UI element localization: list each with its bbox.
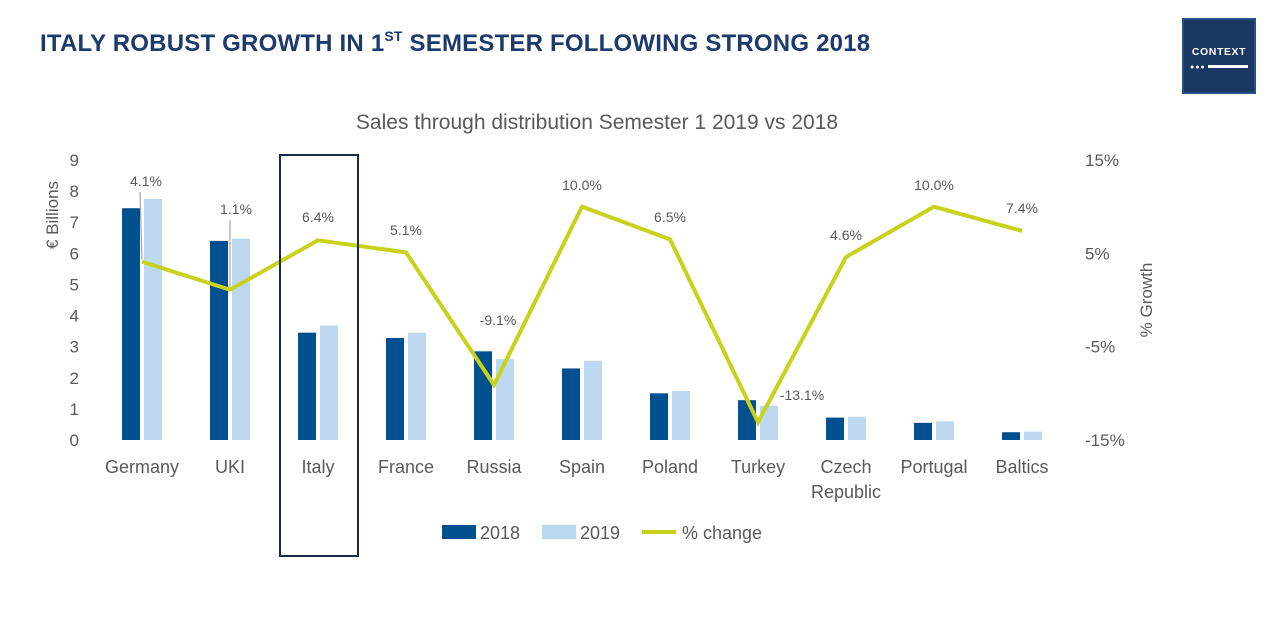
- y2-tick-label: -5%: [1085, 338, 1115, 357]
- bar-2019-france: [408, 332, 426, 440]
- y-tick-label: 3: [70, 338, 79, 357]
- logo-dots: ●●●: [1190, 64, 1206, 71]
- bar-2018-italy: [298, 332, 316, 440]
- legend: 2018 2019 % change: [442, 523, 762, 543]
- y-tick-label: 7: [70, 213, 79, 232]
- growth-data-label: 10.0%: [562, 177, 602, 193]
- logo-bar: [1208, 65, 1248, 68]
- y-tick-label: 6: [70, 244, 79, 263]
- bar-2019-russia: [496, 359, 514, 440]
- bar-2019-czech-republic: [848, 416, 866, 440]
- growth-data-label: 1.1%: [220, 201, 252, 217]
- x-tick-label: UKI: [215, 457, 245, 477]
- growth-data-label: 4.6%: [830, 227, 862, 243]
- y-axis-ticks: 0 1 2 3 4 5 6 7 8 9: [70, 151, 79, 450]
- bar-2018-uki: [210, 240, 228, 440]
- y-tick-label: 1: [70, 400, 79, 419]
- bar-2018-turkey: [738, 400, 756, 440]
- bar-2018-portugal: [914, 422, 932, 440]
- bar-2019-poland: [672, 390, 690, 440]
- growth-data-label: -13.1%: [780, 387, 824, 403]
- x-tick-label: Spain: [559, 457, 605, 477]
- bar-2019-uki: [232, 238, 250, 440]
- y-axis-label: € Billions: [43, 181, 62, 249]
- bar-2018-poland: [650, 393, 668, 440]
- x-tick-label: Czech: [820, 457, 871, 477]
- bar-2019-spain: [584, 360, 602, 440]
- y-tick-label: 5: [70, 275, 79, 294]
- y-tick-label: 9: [70, 151, 79, 170]
- growth-data-label: -9.1%: [480, 312, 517, 328]
- bar-2018-france: [386, 337, 404, 440]
- growth-data-label: 7.4%: [1006, 200, 1038, 216]
- x-tick-label: Baltics: [995, 457, 1048, 477]
- growth-data-label: 5.1%: [390, 222, 422, 238]
- label-leader-line: [139, 191, 143, 260]
- x-tick-label: Italy: [301, 457, 334, 477]
- x-tick-label: Turkey: [731, 457, 785, 477]
- bar-2018-spain: [562, 368, 580, 440]
- x-tick-label: Poland: [642, 457, 698, 477]
- y2-axis-label: % Growth: [1137, 263, 1156, 338]
- growth-data-label: 10.0%: [914, 177, 954, 193]
- title-main: ITALY ROBUST GROWTH IN 1: [40, 30, 385, 57]
- x-tick-label: Portugal: [900, 457, 967, 477]
- y-tick-label: 0: [70, 431, 79, 450]
- growth-data-label: 6.4%: [302, 209, 334, 225]
- growth-data-label: 6.5%: [654, 209, 686, 225]
- logo-text: CONTEXT: [1191, 46, 1247, 58]
- y2-tick-label: 15%: [1085, 151, 1119, 170]
- bar-2018-germany: [122, 208, 140, 440]
- bar-2018-czech-republic: [826, 417, 844, 440]
- x-axis-labels: Germany UKI Italy France Russia Spain Poland Tu…: [105, 457, 1049, 502]
- y-tick-label: 4: [70, 307, 79, 326]
- y2-axis-ticks: 15% 5% -5% -15%: [1085, 151, 1125, 450]
- bars: [122, 198, 1042, 440]
- bar-2019-portugal: [936, 421, 954, 440]
- context-logo: CONTEXT ●●●: [1182, 18, 1256, 94]
- x-tick-label: Russia: [466, 457, 522, 477]
- bar-2019-germany: [144, 198, 162, 440]
- y2-tick-label: 5%: [1085, 244, 1110, 263]
- bar-2019-turkey: [760, 405, 778, 440]
- chart-title: Sales through distribution Semester 1 20…: [356, 111, 838, 134]
- x-tick-label: France: [378, 457, 434, 477]
- x-tick-label: Republic: [811, 482, 881, 502]
- growth-line: [141, 204, 1023, 427]
- title-rest: SEMESTER FOLLOWING STRONG 2018: [402, 30, 871, 57]
- legend-swatch-2019: [542, 525, 576, 539]
- x-tick-label: Germany: [105, 457, 179, 477]
- legend-swatch-2018: [442, 525, 476, 539]
- legend-label-growth: % change: [682, 523, 762, 543]
- slide-title: ITALY ROBUST GROWTH IN 1ST SEMESTER FOLL…: [40, 28, 871, 58]
- legend-label-2018: 2018: [480, 523, 520, 543]
- bar-2018-russia: [474, 351, 492, 440]
- legend-label-2019: 2019: [580, 523, 620, 543]
- y-tick-label: 2: [70, 369, 79, 388]
- growth-line-group: 4.1% 1.1% 6.4% 5.1% -9.1% 10.0% 6.5% -13.1% 4.6%…: [130, 173, 1038, 427]
- title-superscript: ST: [384, 28, 403, 44]
- growth-data-label: 4.1%: [130, 173, 162, 189]
- italy-highlight-box: [279, 154, 359, 557]
- bar-2019-baltics: [1024, 431, 1042, 440]
- y-tick-label: 8: [70, 182, 79, 201]
- bar-2019-italy: [320, 325, 338, 440]
- bar-2018-baltics: [1002, 432, 1020, 440]
- y2-tick-label: -15%: [1085, 431, 1125, 450]
